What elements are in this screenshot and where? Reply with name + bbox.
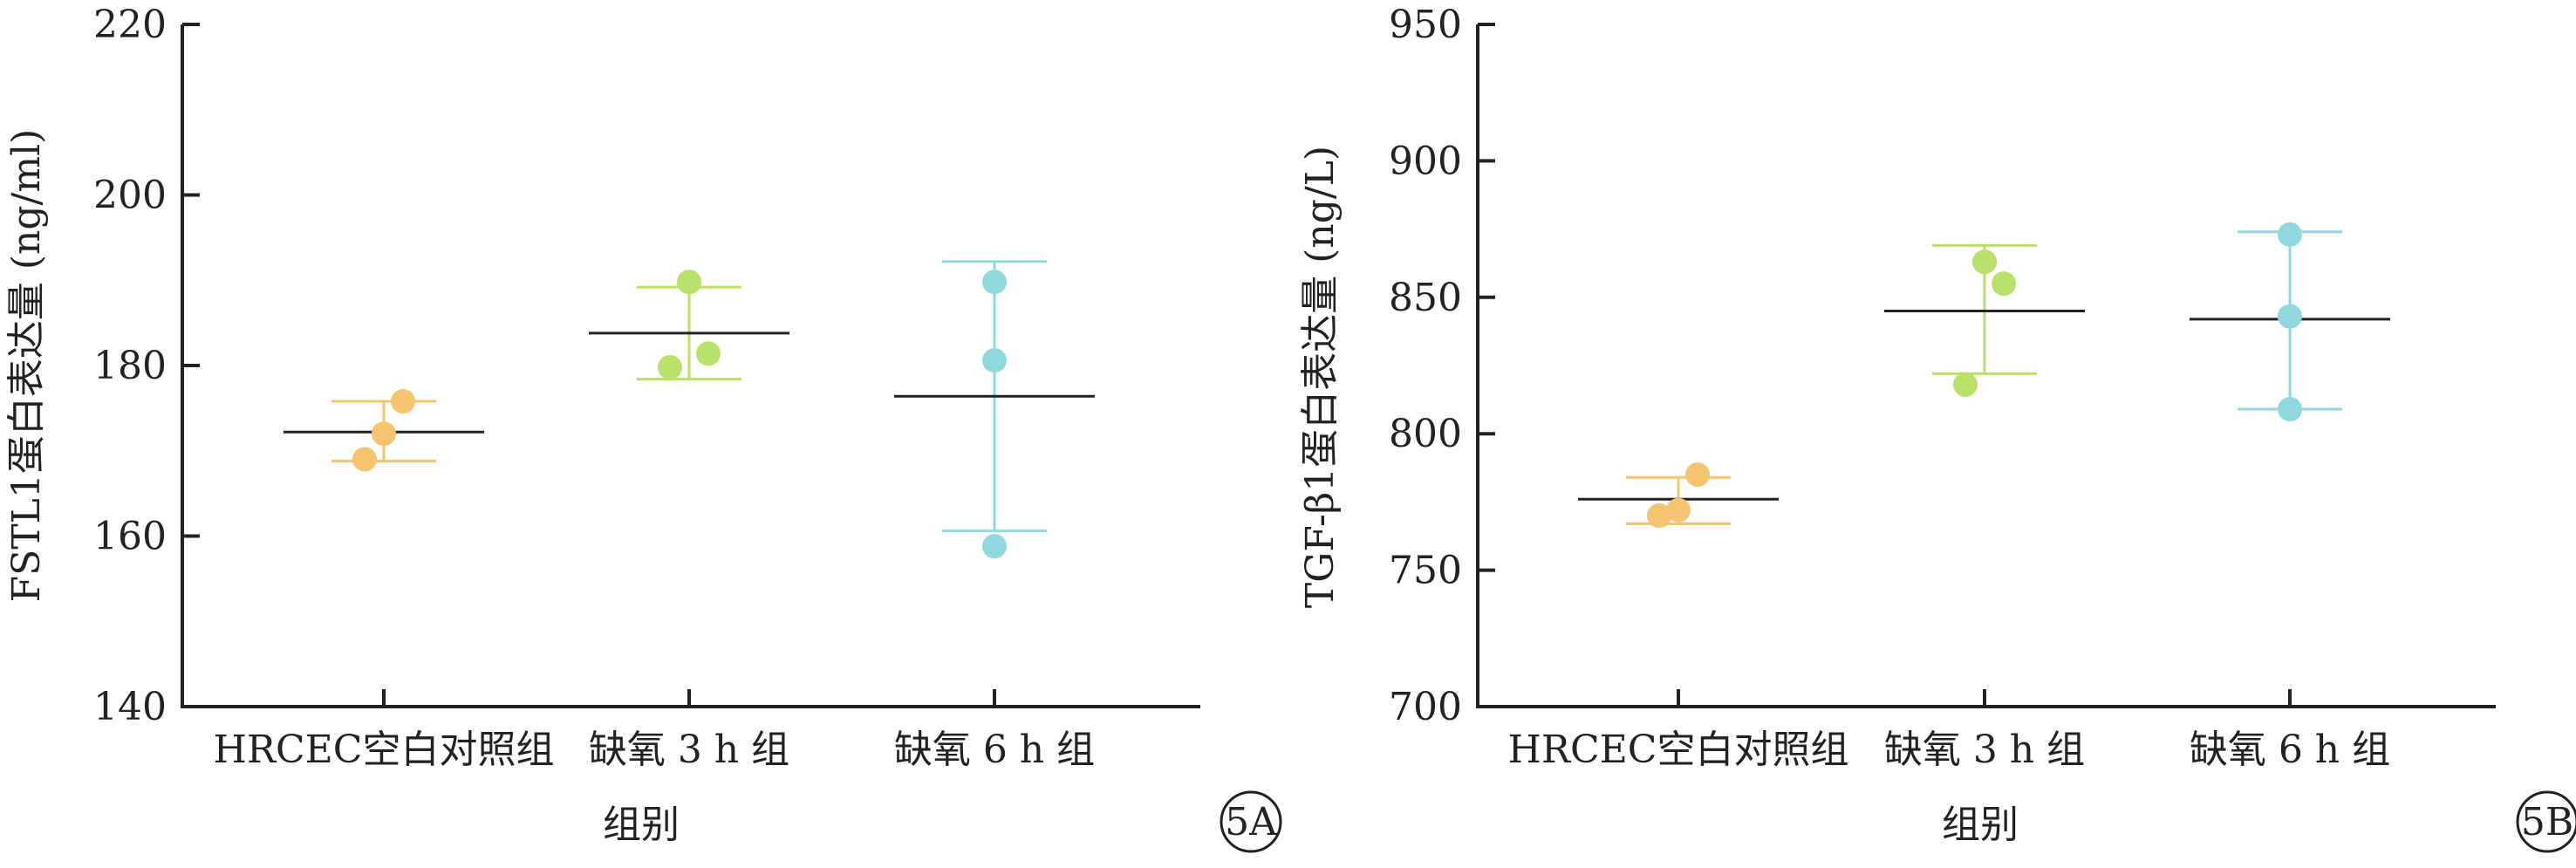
data-point [391, 389, 415, 414]
data-point [1666, 497, 1691, 523]
data-point [1647, 503, 1671, 529]
y-tick-label: 800 [1389, 412, 1462, 456]
x-tick-label: HRCEC空白对照组 [1508, 728, 1849, 772]
y-tick-label: 160 [93, 515, 167, 559]
data-point [677, 270, 701, 295]
y-tick-label: 700 [1389, 685, 1462, 729]
y-tick-label: 900 [1389, 139, 1462, 183]
data-point [1953, 372, 1978, 397]
x-axis-title: 组别 [603, 803, 680, 847]
y-tick-label: 850 [1389, 276, 1462, 320]
panel-label-circle [1220, 790, 1282, 853]
data-point [982, 270, 1007, 295]
panel-label: 5B [2521, 800, 2573, 844]
data-point [982, 534, 1007, 559]
y-axis-title: FSTL1蛋白表达量 (ng/ml) [4, 129, 49, 603]
panel-label-circle [2516, 790, 2576, 853]
data-point [1992, 271, 2016, 297]
y-tick-label: 140 [93, 685, 167, 729]
data-point [2278, 397, 2302, 422]
data-point [1685, 462, 1710, 488]
data-point [982, 348, 1007, 373]
y-tick-label: 200 [93, 174, 167, 218]
panel-label: 5A [1225, 800, 1278, 844]
y-tick-label: 750 [1389, 549, 1462, 593]
y-tick-label: 180 [93, 344, 167, 388]
data-point [352, 447, 377, 472]
x-tick-label: 缺氧 6 h 组 [2190, 728, 2390, 772]
data-point [2278, 304, 2302, 329]
x-axis-title: 组别 [1942, 803, 2019, 847]
x-tick-label: HRCEC空白对照组 [214, 728, 555, 772]
y-axis-title: TGF-β1蛋白表达量 (ng/L) [1298, 146, 1343, 608]
data-point [2278, 222, 2302, 247]
x-tick-label: 缺氧 3 h 组 [1884, 728, 2085, 772]
y-tick-label: 220 [93, 3, 167, 47]
data-point [1972, 249, 1997, 275]
data-point [372, 421, 396, 447]
data-point [696, 341, 721, 366]
y-tick-label: 950 [1389, 3, 1462, 47]
x-tick-label: 缺氧 6 h 组 [894, 728, 1095, 772]
data-point [658, 354, 682, 379]
x-tick-label: 缺氧 3 h 组 [589, 728, 789, 772]
